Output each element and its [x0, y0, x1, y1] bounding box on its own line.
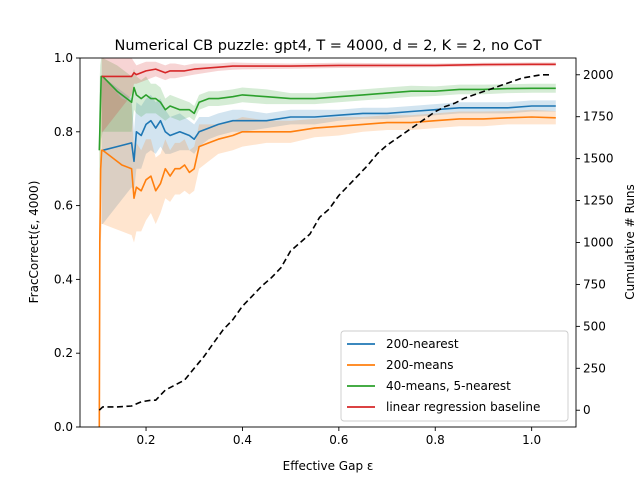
- line-200-means: [98, 116, 556, 428]
- band-200-nearest: [101, 76, 556, 225]
- legend-box: [340, 330, 569, 422]
- y-tick-label: 0.4: [54, 272, 73, 286]
- y-right-tick-label: 500: [583, 319, 606, 333]
- band-40-means-5-nearest: [99, 58, 556, 206]
- band-200-means: [99, 76, 556, 428]
- chart-title: Numerical CB puzzle: gpt4, T = 4000, d =…: [114, 38, 541, 54]
- x-tick-label: 0.2: [136, 433, 155, 447]
- x-tick-label: 0.8: [426, 433, 445, 447]
- legend-label: 40-means, 5-nearest: [386, 379, 511, 393]
- y-right-axis-label: Cumulative # Runs: [623, 184, 637, 299]
- y-right-axis-ticks: 0 250 500 750 1000 1250 1500 1750 2000: [576, 68, 614, 417]
- confidence-bands: [99, 58, 556, 428]
- y-axis-label: FracCorrect(ε, 4000): [27, 181, 41, 304]
- y-right-tick-label: 250: [583, 361, 606, 375]
- y-right-tick-label: 1750: [583, 110, 614, 124]
- y-right-tick-label: 1500: [583, 152, 614, 166]
- y-right-tick-label: 0: [583, 403, 591, 417]
- line-40-means-5-nearest: [98, 75, 556, 151]
- x-axis-label: Effective Gap ε: [283, 459, 374, 473]
- legend-label: 200-means: [386, 358, 454, 372]
- y-tick-label: 0.8: [54, 125, 73, 139]
- legend-label: linear regression baseline: [386, 400, 540, 414]
- legend-label: 200-nearest: [386, 337, 459, 351]
- line-200-nearest: [101, 105, 556, 163]
- y-axis-ticks: 0.0 0.2 0.4 0.6 0.8 1.0: [54, 51, 80, 434]
- y-right-tick-label: 1000: [583, 236, 614, 250]
- line-cumulative-runs: [98, 74, 551, 411]
- y-tick-label: 0.6: [54, 199, 73, 213]
- y-tick-label: 0.0: [54, 420, 73, 434]
- band-linear-regression-baseline: [101, 58, 556, 132]
- legend: 200-nearest 200-means 40-means, 5-nearest l…: [340, 330, 569, 422]
- y-tick-label: 0.2: [54, 346, 73, 360]
- series-lines: [98, 63, 556, 428]
- y-right-tick-label: 750: [583, 277, 606, 291]
- x-tick-label: 1.0: [522, 433, 541, 447]
- y-right-tick-label: 1250: [583, 194, 614, 208]
- y-right-tick-label: 2000: [583, 68, 614, 82]
- line-linear-regression-baseline: [101, 63, 556, 78]
- x-tick-label: 0.6: [329, 433, 348, 447]
- x-axis-ticks: 0.2 0.4 0.6 0.8 1.0: [136, 427, 541, 447]
- y-tick-label: 1.0: [54, 51, 73, 65]
- x-tick-label: 0.4: [233, 433, 252, 447]
